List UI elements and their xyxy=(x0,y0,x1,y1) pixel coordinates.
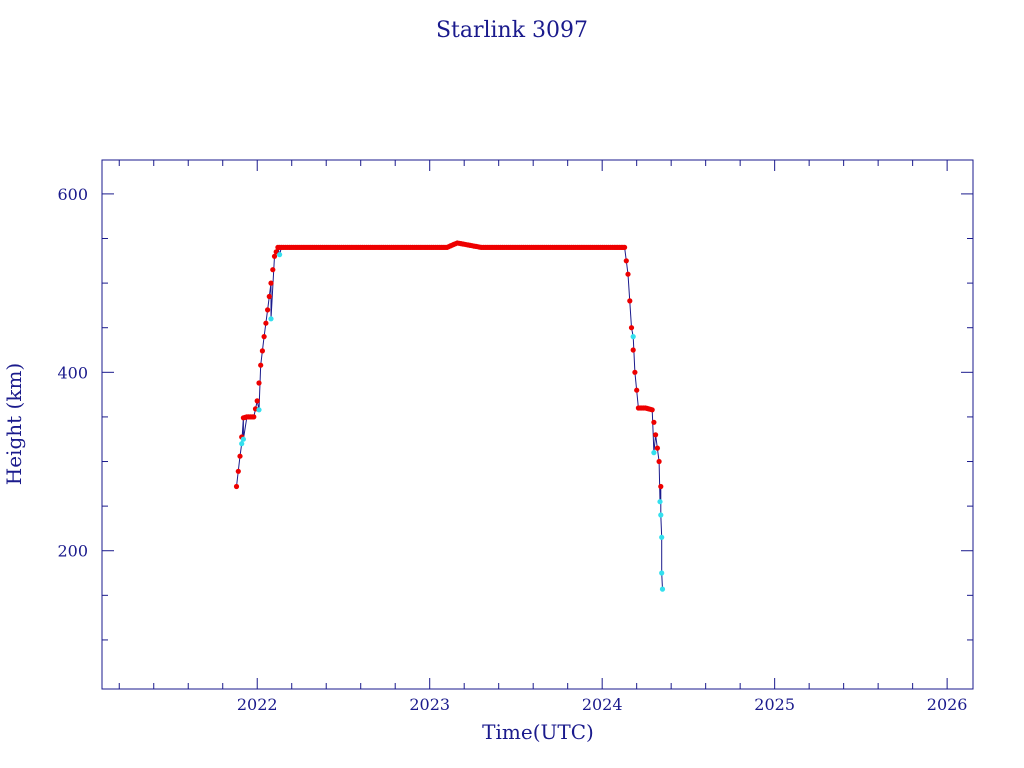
data-point xyxy=(256,380,262,386)
data-point xyxy=(628,325,635,331)
data-point xyxy=(654,445,661,451)
data-point xyxy=(622,244,628,250)
plot-frame xyxy=(101,159,974,690)
data-point-alt xyxy=(651,450,657,456)
data-point xyxy=(627,298,633,304)
data-point xyxy=(658,483,664,490)
data-point xyxy=(254,398,260,404)
x-tick-label: 2025 xyxy=(754,695,795,714)
data-point xyxy=(656,458,662,465)
data-point xyxy=(251,414,257,420)
chart-title: Starlink 3097 xyxy=(436,18,588,43)
data-point-alt xyxy=(659,586,666,592)
x-tick-label: 2022 xyxy=(237,695,278,714)
x-tick-label: 2023 xyxy=(409,695,450,714)
y-axis-label: Height (km) xyxy=(2,363,26,485)
data-point-alt xyxy=(240,436,246,442)
data-point xyxy=(266,293,272,300)
data-point xyxy=(268,280,274,286)
plot-area: 2022 2023 2024 2025 2026 200 400 600 xyxy=(57,159,974,714)
data-point xyxy=(265,307,271,313)
data-point xyxy=(271,253,278,259)
y-tick-label: 600 xyxy=(57,185,88,204)
data-point xyxy=(235,468,241,474)
data-point-alt xyxy=(658,512,664,518)
x-axis-label: Time(UTC) xyxy=(482,720,594,744)
data-point xyxy=(653,432,659,438)
data-point xyxy=(237,453,243,459)
data-point-alt xyxy=(657,499,663,505)
data-point xyxy=(651,419,657,425)
data-point xyxy=(649,407,655,413)
data-point-alt xyxy=(659,534,665,540)
x-tick-label: 2024 xyxy=(582,695,623,714)
data-point-alt xyxy=(239,441,245,447)
data-point xyxy=(233,483,240,490)
data-point xyxy=(261,334,267,340)
data-point xyxy=(270,267,276,273)
data-point-alt xyxy=(630,334,636,340)
y-tick-label: 400 xyxy=(57,363,88,382)
data-point-alt xyxy=(256,407,262,413)
data-point xyxy=(258,362,264,368)
y-tick-label: 200 xyxy=(57,542,88,561)
data-point-alt xyxy=(277,252,283,258)
data-point xyxy=(632,369,638,375)
data-point xyxy=(259,348,265,354)
series-line xyxy=(236,242,663,590)
data-point xyxy=(263,320,269,326)
x-tick-label: 2026 xyxy=(927,695,968,714)
data-point xyxy=(625,271,631,277)
data-point-alt xyxy=(268,316,274,322)
data-point-alt xyxy=(659,570,665,576)
data-point xyxy=(630,347,636,353)
data-point xyxy=(623,258,629,264)
data-point xyxy=(634,387,640,393)
